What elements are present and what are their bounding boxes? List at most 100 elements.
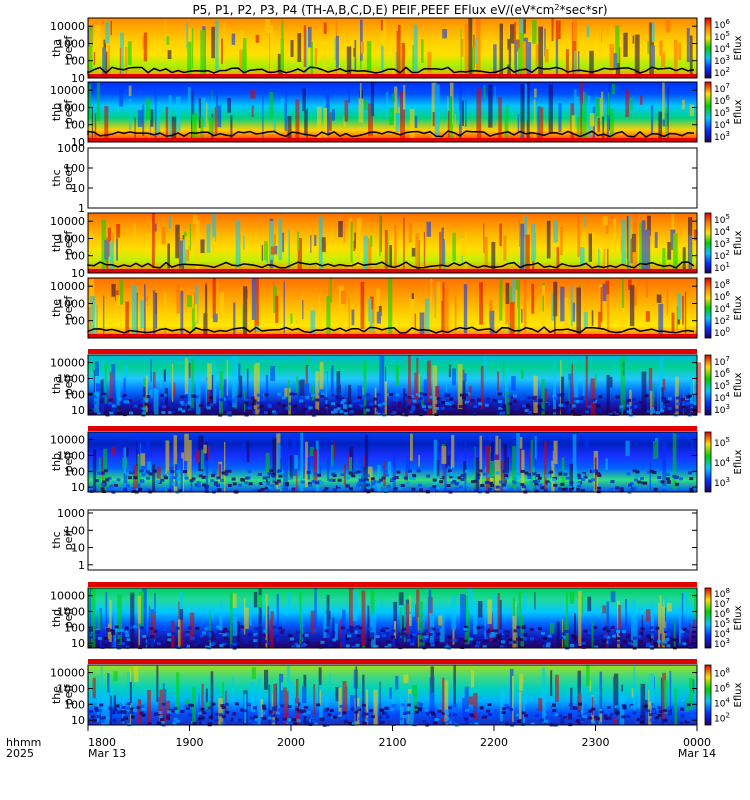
colorbar-tick-label: 105	[714, 30, 730, 43]
colorbar-tick-label: 108	[714, 667, 730, 680]
panel-frame	[87, 277, 698, 339]
ytick-label: 10000	[50, 590, 85, 603]
ytick-label: 100	[64, 162, 85, 175]
top-band	[88, 349, 697, 354]
panel-frame	[87, 81, 698, 143]
colorbar-tick-label: 108	[714, 587, 730, 600]
colorbar-tick-label: 101	[714, 261, 730, 274]
panel-ylabel: thbpeef	[50, 99, 75, 125]
ytick-label: 1000	[57, 298, 85, 311]
noise-band	[88, 625, 697, 650]
panel-thb-peef: thbpeef 10 100 1000 10000 103104105106107Eflu…	[50, 81, 744, 149]
colorbar-tick-label: 103	[714, 237, 730, 250]
ytick-label: 1000	[57, 233, 85, 246]
colorbar-tick-label: 106	[714, 18, 730, 31]
potential-line	[87, 130, 695, 138]
colorbar-tick-label: 105	[714, 617, 730, 630]
colorbar-tick-label: 100	[714, 326, 730, 339]
colorbar-tick-label: 103	[714, 637, 730, 650]
colorbar-label: Eflux	[733, 605, 744, 630]
colorbar-tick-label: 104	[714, 697, 730, 710]
noise-band	[89, 702, 697, 727]
spectrogram-streaks	[88, 18, 693, 79]
colorbar-tick-label: 107	[714, 597, 730, 610]
colorbar	[704, 354, 712, 416]
ytick-label: 10	[71, 267, 85, 280]
top-band	[88, 659, 697, 664]
ytick-label: 100	[64, 465, 85, 478]
colorbar-tick-label: 104	[714, 42, 730, 55]
ytick-label: 100	[64, 698, 85, 711]
panel-frame	[87, 17, 698, 79]
date-end-label: Mar 14	[678, 747, 716, 760]
colorbar-tick-label: 106	[714, 607, 730, 620]
spectrogram-streaks	[88, 82, 694, 142]
panel-frame	[87, 587, 698, 649]
colorbar-tick-label: 103	[714, 54, 730, 67]
colorbar-label: Eflux	[733, 449, 744, 474]
potential-line	[87, 326, 695, 334]
colorbar-tick-label: 104	[714, 627, 730, 640]
panel-frame	[87, 431, 698, 493]
colorbar-tick-label: 105	[714, 213, 730, 226]
time-tick-label: 2100	[379, 736, 407, 749]
ytick-label: 1	[78, 559, 85, 572]
ytick-label: 100	[64, 524, 85, 537]
noise-band	[88, 392, 697, 417]
top-band	[88, 582, 697, 587]
ytick-label: 10	[71, 481, 85, 494]
colorbar-tick-label: 103	[714, 130, 730, 143]
time-tick-label: 1900	[176, 736, 204, 749]
colorbar-tick-label: 106	[714, 290, 730, 303]
panel-frame	[87, 147, 698, 209]
colorbar-tick-label: 107	[714, 355, 730, 368]
panel-frame	[87, 212, 698, 274]
colorbar-tick-label: 104	[714, 391, 730, 404]
time-tick-label: 0000	[683, 736, 711, 749]
spectrogram-streaks	[88, 588, 698, 648]
ytick-label: 100	[64, 119, 85, 132]
ytick-label: 10	[71, 542, 85, 555]
panels-group: thapeef10100100010000102103104105106Eflu…	[50, 17, 744, 727]
colorbar	[704, 587, 712, 649]
ytick-label: 100	[64, 250, 85, 263]
spectrogram-streaks	[88, 278, 687, 338]
ytick-label: 10000	[50, 20, 85, 33]
panel-frame	[87, 354, 698, 416]
colorbar-label: Eflux	[733, 682, 744, 707]
spectrogram-background	[88, 213, 697, 273]
ytick-label: 100	[64, 315, 85, 328]
ytick-label: 10	[71, 72, 85, 85]
colorbar-tick-label: 106	[714, 682, 730, 695]
panel-ylabel: thdpeif	[50, 607, 75, 629]
time-tick-label: 2200	[480, 736, 508, 749]
colorbar-tick-label: 104	[714, 118, 730, 131]
ytick-label: 1000	[57, 507, 85, 520]
panel-tha-peif: thapeif 10 100 1000 10000 103104105106107Eflu…	[50, 349, 744, 417]
panel-ylabel: thapeif	[50, 374, 75, 396]
ytick-label: 10000	[50, 280, 85, 293]
bottom-band	[88, 138, 697, 142]
time-axis: hhmm 2025 Mar 13 Mar 14 1800 1900 2000 2100…	[6, 725, 716, 760]
ytick-label: 100	[64, 388, 85, 401]
panel-ylabel: thcpeef	[50, 165, 75, 191]
figure-title: P5, P1, P2, P3, P4 (TH-A,B,C,D,E) PEIF,P…	[192, 3, 607, 17]
colorbar-tick-label: 102	[714, 314, 730, 327]
panel-ylabel: thcpeif	[50, 529, 75, 551]
colorbar-tick-label: 106	[714, 367, 730, 380]
colorbar-tick-label: 102	[714, 712, 730, 725]
spectrogram-streaks	[90, 213, 698, 273]
bottom-band	[88, 334, 697, 338]
colorbar-tick-label: 103	[714, 403, 730, 416]
ytick-label: 10	[71, 404, 85, 417]
colorbar-tick-label: 104	[714, 302, 730, 315]
panel-ylabel: thepeif	[50, 684, 75, 706]
time-tick-label: 1800	[88, 736, 116, 749]
colorbar-tick-label: 102	[714, 249, 730, 262]
colorbar-label: Eflux	[733, 295, 744, 320]
ytick-label: 100	[64, 621, 85, 634]
panel-ylabel: thepeef	[50, 295, 75, 321]
